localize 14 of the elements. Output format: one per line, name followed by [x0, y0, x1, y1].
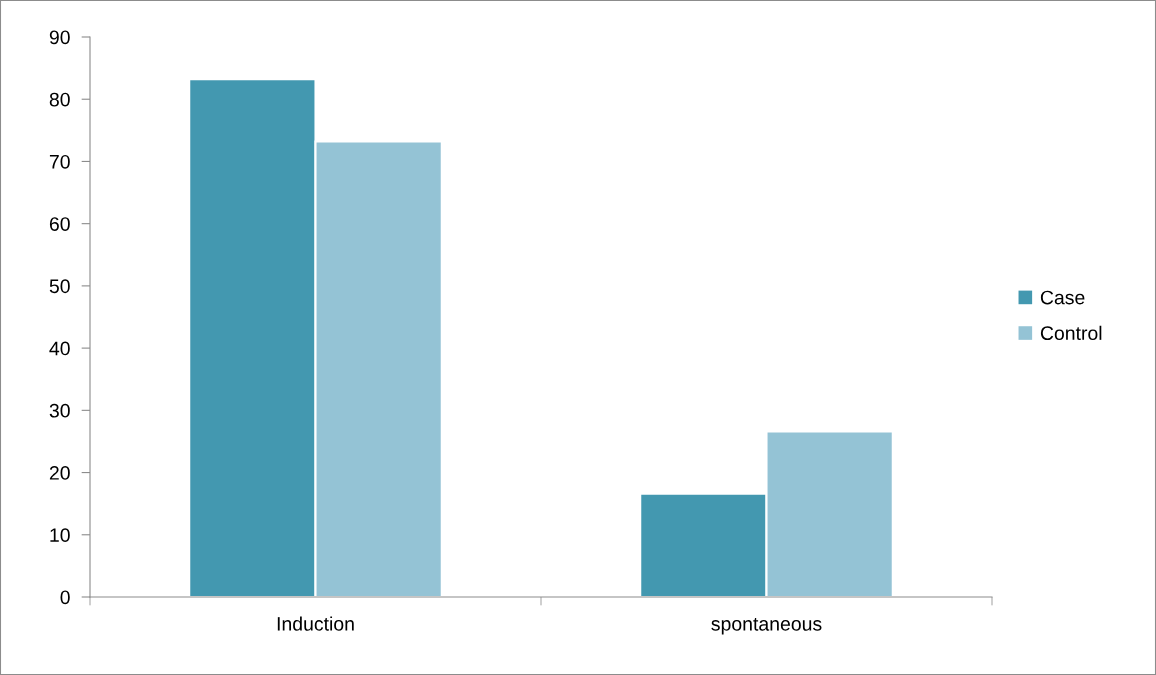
x-tick-label: Induction [277, 616, 354, 631]
y-tick-label: 10 [50, 528, 70, 543]
y-tick-label: 20 [49, 466, 70, 480]
y-tick-label: 80 [49, 92, 70, 107]
y-tick-label: 50 [49, 279, 70, 294]
x-tick-label: spontaneous [711, 617, 822, 635]
y-tick-label: 40 [49, 341, 70, 356]
y-tick-label: 60 [49, 217, 70, 231]
y-tick-label: 30 [49, 403, 70, 418]
y-tick-label: 90 [49, 30, 70, 45]
legend-label: Control [1040, 325, 1102, 341]
legend-label: Case [1040, 290, 1085, 305]
y-tick-label: 70 [49, 154, 70, 169]
y-tick-label: 0 [60, 590, 70, 605]
